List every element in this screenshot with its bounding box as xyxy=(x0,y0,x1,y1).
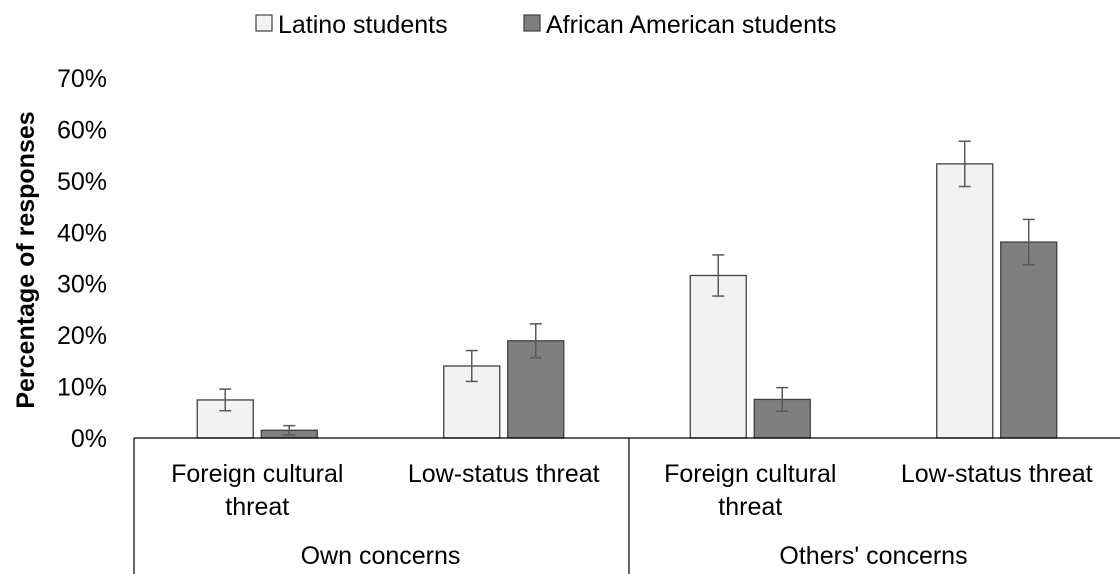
x-tick-label: Low-status threat xyxy=(901,460,1093,488)
y-tick-label: 20% xyxy=(57,322,107,350)
group-label: Own concerns xyxy=(301,542,461,570)
y-tick-label: 50% xyxy=(57,168,107,196)
bar-latino xyxy=(689,274,747,439)
x-axis-category-labels: Foreign cultural threat Low-status threat F… xyxy=(171,460,1093,521)
y-axis-title: Percentage of responses xyxy=(12,111,40,408)
bars xyxy=(196,163,1058,439)
bar-african-american xyxy=(1000,241,1058,439)
x-tick-label-line: Low-status threat xyxy=(901,460,1093,488)
y-tick-label: 60% xyxy=(57,116,107,144)
x-tick-label: Low-status threat xyxy=(408,460,600,488)
x-tick-label: Foreign cultural threat xyxy=(171,460,343,521)
legend-label-african-american: African American students xyxy=(546,11,836,39)
bar-latino xyxy=(936,163,994,439)
legend: Latino students African American student… xyxy=(255,11,836,39)
legend-label-latino: Latino students xyxy=(278,11,448,39)
y-tick-label: 10% xyxy=(57,374,107,402)
y-axis-ticks: 0% 10% 20% 30% 40% 50% 60% 70% xyxy=(57,65,107,453)
x-tick-label: Foreign cultural threat xyxy=(664,460,836,521)
legend-item-african-american: African American students xyxy=(523,11,836,39)
y-tick-label: 0% xyxy=(71,425,107,453)
x-axis-group-labels: Own concerns Others' concerns xyxy=(301,542,968,570)
x-tick-label-line: Low-status threat xyxy=(408,460,600,488)
x-tick-label-line: Foreign cultural xyxy=(664,460,836,488)
x-tick-label-line: threat xyxy=(718,493,782,521)
error-bars xyxy=(219,140,1035,436)
legend-swatch-latino xyxy=(255,14,273,32)
y-tick-label: 40% xyxy=(57,219,107,247)
x-tick-label-line: threat xyxy=(225,493,289,521)
legend-swatch-african-american xyxy=(523,14,541,32)
y-tick-label: 70% xyxy=(57,65,107,93)
y-tick-label: 30% xyxy=(57,271,107,299)
group-label: Others' concerns xyxy=(779,542,967,570)
x-tick-label-line: Foreign cultural xyxy=(171,460,343,488)
legend-item-latino: Latino students xyxy=(255,11,448,39)
